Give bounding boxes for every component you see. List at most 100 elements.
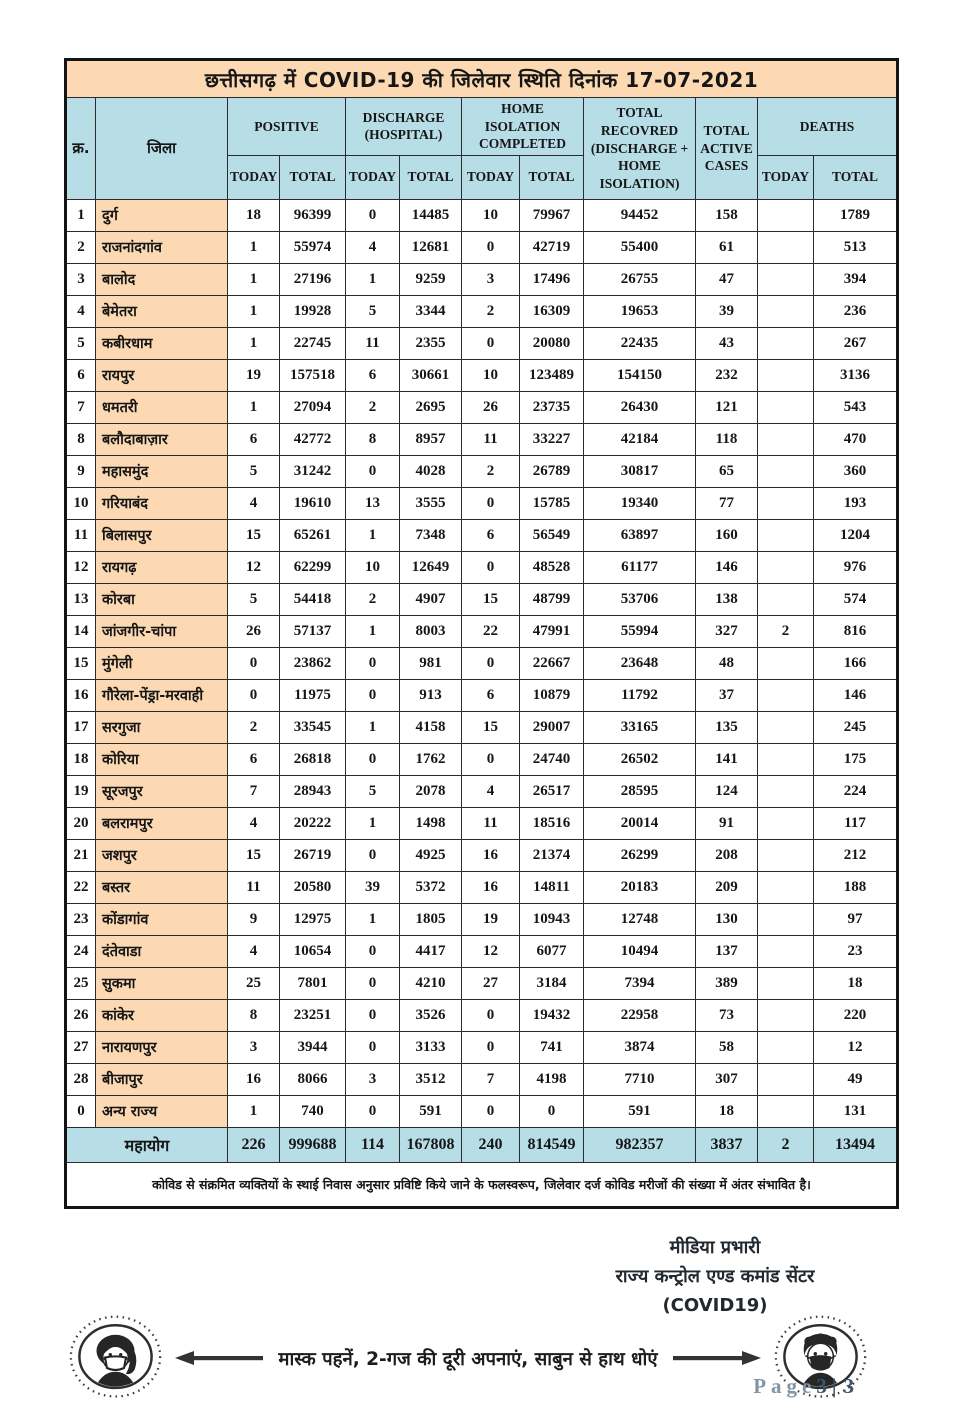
- row-active: 73: [695, 998, 758, 1032]
- row-positive-today: 18: [227, 198, 280, 232]
- row-discharge-total: 2695: [399, 390, 462, 424]
- row-sno: 28: [65, 1062, 96, 1096]
- row-positive-today: 12: [227, 550, 280, 584]
- row-discharge-today: 0: [345, 1094, 400, 1128]
- row-active: 48: [695, 646, 758, 680]
- row-deaths-total: 360: [812, 454, 899, 488]
- row-home-isolation-today: 2: [461, 454, 520, 488]
- row-home-isolation-today: 10: [461, 198, 520, 232]
- row-positive-today: 1: [227, 230, 280, 264]
- row-deaths-today: [757, 742, 814, 776]
- row-recovered: 55400: [583, 230, 696, 264]
- grand-total-active: 3837: [695, 1126, 758, 1163]
- row-deaths-total: 976: [812, 550, 899, 584]
- row-deaths-today: [757, 294, 814, 328]
- table-row: 6 रायपुर 19 157518 6 30661 10 123489 154…: [65, 358, 899, 392]
- row-home-isolation-total: 4198: [519, 1062, 584, 1096]
- row-discharge-total: 12649: [399, 550, 462, 584]
- row-home-isolation-total: 10943: [519, 902, 584, 936]
- row-positive-total: 96399: [279, 198, 346, 232]
- row-recovered: 3874: [583, 1030, 696, 1064]
- row-recovered: 53706: [583, 582, 696, 616]
- row-home-isolation-total: 14811: [519, 870, 584, 904]
- table-row: 20 बलरामपुर 4 20222 1 1498 11 18516 2001…: [65, 806, 899, 840]
- subheader-home-isolation-today: TODAY: [461, 154, 520, 200]
- row-positive-today: 1: [227, 294, 280, 328]
- row-discharge-today: 0: [345, 198, 400, 232]
- row-home-isolation-today: 3: [461, 262, 520, 296]
- table-row: 23 कोंडागांव 9 12975 1 1805 19 10943 127…: [65, 902, 899, 936]
- row-deaths-today: [757, 998, 814, 1032]
- grand-total-home-isolation-total: 814549: [519, 1126, 584, 1163]
- row-positive-today: 9: [227, 902, 280, 936]
- row-recovered: 19653: [583, 294, 696, 328]
- table-row: 13 कोरबा 5 54418 2 4907 15 48799 53706 1…: [65, 582, 899, 616]
- row-discharge-today: 0: [345, 1030, 400, 1064]
- row-recovered: 26430: [583, 390, 696, 424]
- row-home-isolation-total: 23735: [519, 390, 584, 424]
- row-recovered: 22435: [583, 326, 696, 360]
- row-district: बीजापुर: [95, 1062, 228, 1096]
- row-deaths-today: [757, 838, 814, 872]
- grand-total-home-isolation-today: 240: [461, 1126, 520, 1163]
- row-home-isolation-total: 79967: [519, 198, 584, 232]
- row-active: 65: [695, 454, 758, 488]
- row-recovered: 7394: [583, 966, 696, 1000]
- grand-total-positive-today: 226: [227, 1126, 280, 1163]
- row-discharge-today: 0: [345, 934, 400, 968]
- row-positive-today: 5: [227, 582, 280, 616]
- col-header-sno: क्र.: [65, 97, 96, 200]
- row-positive-today: 16: [227, 1062, 280, 1096]
- col-header-deaths: DEATHS: [756, 97, 899, 156]
- row-deaths-total: 12: [812, 1030, 899, 1064]
- row-district: कांकेर: [95, 998, 228, 1032]
- right-arrow-icon: [673, 1351, 762, 1365]
- row-positive-total: 27196: [279, 262, 346, 296]
- col-header-discharge: DISCHARGE (HOSPITAL): [345, 97, 462, 156]
- row-discharge-total: 12681: [399, 230, 462, 264]
- row-district: कबीरधाम: [95, 326, 228, 360]
- row-active: 146: [695, 550, 758, 584]
- signature-line-3: (COVID19): [662, 1294, 768, 1316]
- row-deaths-today: [757, 422, 814, 456]
- row-deaths-total: 175: [812, 742, 899, 776]
- banner-message: मास्क पहनें, 2-गज की दूरी अपनाएं, साबुन …: [278, 1348, 658, 1370]
- row-home-isolation-today: 6: [461, 678, 520, 712]
- row-sno: 18: [65, 742, 96, 776]
- row-discharge-total: 2355: [399, 326, 462, 360]
- row-positive-today: 4: [227, 934, 280, 968]
- row-home-isolation-total: 21374: [519, 838, 584, 872]
- row-district: महासमुंद: [95, 454, 228, 488]
- row-deaths-today: [757, 1030, 814, 1064]
- row-home-isolation-total: 29007: [519, 710, 584, 744]
- row-deaths-today: [757, 454, 814, 488]
- row-home-isolation-today: 15: [461, 582, 520, 616]
- subheader-deaths-today: TODAY: [757, 154, 814, 200]
- row-recovered: 26755: [583, 262, 696, 296]
- row-positive-today: 3: [227, 1030, 280, 1064]
- row-positive-today: 1: [227, 390, 280, 424]
- row-home-isolation-today: 4: [461, 774, 520, 808]
- row-deaths-total: 245: [812, 710, 899, 744]
- row-positive-today: 4: [227, 806, 280, 840]
- row-recovered: 7710: [583, 1062, 696, 1096]
- row-discharge-today: 0: [345, 742, 400, 776]
- row-positive-today: 7: [227, 774, 280, 808]
- row-positive-total: 12975: [279, 902, 346, 936]
- row-discharge-total: 7348: [399, 518, 462, 552]
- row-deaths-today: [757, 774, 814, 808]
- row-discharge-total: 9259: [399, 262, 462, 296]
- table-row: 0 अन्य राज्य 1 740 0 591 0 0 591 18 131: [65, 1094, 899, 1128]
- row-home-isolation-total: 48528: [519, 550, 584, 584]
- row-discharge-total: 4210: [399, 966, 462, 1000]
- row-home-isolation-today: 7: [461, 1062, 520, 1096]
- row-positive-total: 20222: [279, 806, 346, 840]
- row-home-isolation-total: 42719: [519, 230, 584, 264]
- row-discharge-total: 4158: [399, 710, 462, 744]
- row-home-isolation-total: 26789: [519, 454, 584, 488]
- row-positive-today: 6: [227, 422, 280, 456]
- table-row: 19 सूरजपुर 7 28943 5 2078 4 26517 28595 …: [65, 774, 899, 808]
- row-deaths-total: 267: [812, 326, 899, 360]
- row-district: कोरिया: [95, 742, 228, 776]
- row-deaths-today: [757, 710, 814, 744]
